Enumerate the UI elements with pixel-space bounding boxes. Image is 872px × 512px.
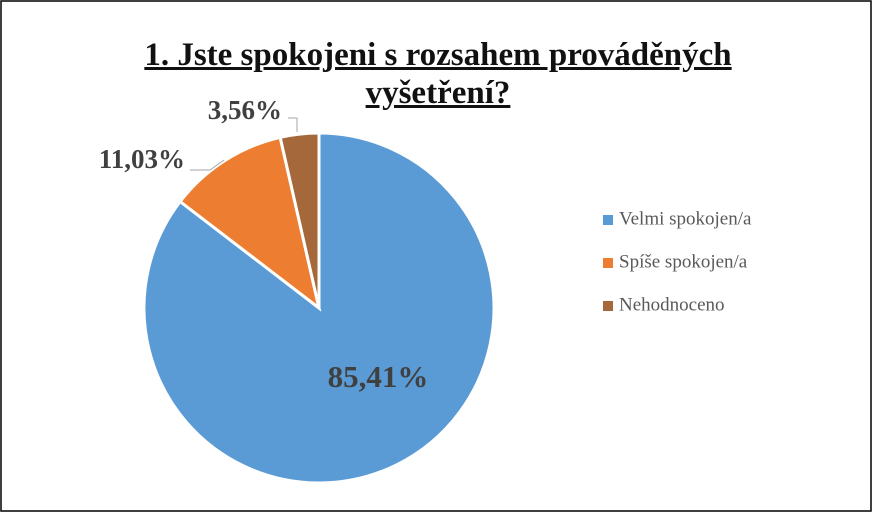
data-label: 11,03% xyxy=(99,144,185,174)
data-label: 85,41% xyxy=(328,359,429,394)
pie-slice xyxy=(278,131,321,309)
legend-swatch xyxy=(603,301,613,311)
legend-label: Spíše spokojen/a xyxy=(619,251,748,272)
chart-title: 1. Jste spokojeni s rozsahem prováděných… xyxy=(144,37,732,111)
legend-swatch xyxy=(603,258,613,268)
legend-label: Nehodnoceno xyxy=(619,294,725,315)
legend-label: Velmi spokojen/a xyxy=(619,208,752,229)
pie-slice xyxy=(178,135,322,312)
legend-swatch xyxy=(603,215,613,225)
leader-line xyxy=(288,117,298,132)
data-label: 3,56% xyxy=(208,95,282,125)
leader-line xyxy=(190,159,225,171)
